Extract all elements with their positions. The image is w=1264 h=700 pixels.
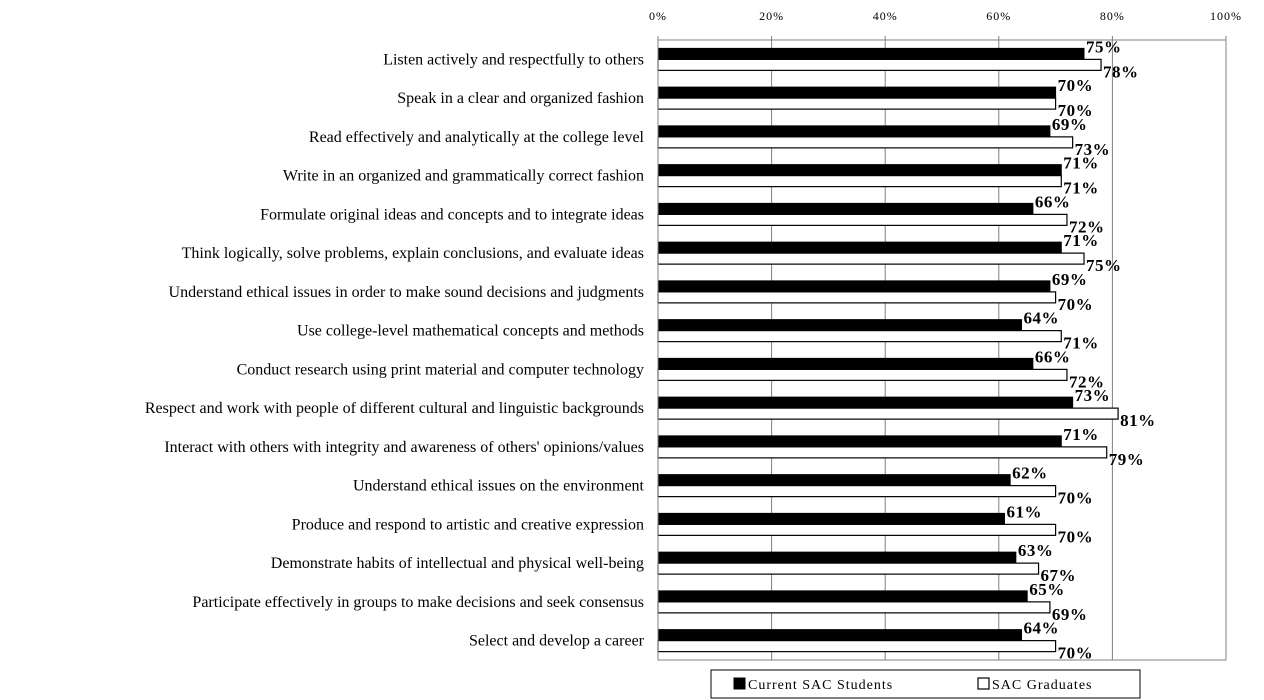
data-label-current-sac-students: 64% xyxy=(1024,619,1060,638)
bar-sac-graduates xyxy=(657,252,1085,265)
data-label-sac-graduates: 71% xyxy=(1063,334,1099,353)
data-label-sac-graduates: 70% xyxy=(1058,295,1094,314)
bar-sac-graduates xyxy=(657,446,1108,459)
bar-current-sac-students xyxy=(657,125,1051,138)
bar-sac-graduates xyxy=(657,213,1068,226)
legend-label-current-sac-students: Current SAC Students xyxy=(748,678,893,693)
data-label-sac-graduates: 73% xyxy=(1075,140,1111,159)
category-label: Use college-level mathematical concepts … xyxy=(297,323,644,340)
data-label-sac-graduates: 72% xyxy=(1069,217,1105,236)
data-label-sac-graduates: 70% xyxy=(1058,489,1094,508)
x-tick-label: 0% xyxy=(649,9,667,23)
category-label: Participate effectively in groups to mak… xyxy=(192,594,644,611)
bar-sac-graduates xyxy=(657,58,1102,71)
category-label: Listen actively and respectfully to othe… xyxy=(383,51,644,68)
data-label-current-sac-students: 69% xyxy=(1052,115,1088,134)
bar-current-sac-students xyxy=(657,164,1062,177)
data-labels: 75%78%70%70%69%73%71%71%66%72%71%75%69%7… xyxy=(1006,37,1155,662)
category-label: Conduct research using print material an… xyxy=(237,361,644,378)
x-tick-label: 80% xyxy=(1100,9,1125,23)
category-label: Formulate original ideas and concepts an… xyxy=(260,206,644,223)
bar-sac-graduates xyxy=(657,407,1119,420)
data-label-current-sac-students: 66% xyxy=(1035,347,1071,366)
data-label-current-sac-students: 75% xyxy=(1086,37,1122,56)
bar-current-sac-students xyxy=(657,435,1062,448)
data-label-sac-graduates: 81% xyxy=(1120,411,1156,430)
category-label: Respect and work with people of differen… xyxy=(145,400,644,417)
x-tick-label: 60% xyxy=(986,9,1011,23)
bar-sac-graduates xyxy=(657,368,1068,381)
bar-sac-graduates xyxy=(657,523,1057,536)
category-label: Write in an organized and grammatically … xyxy=(283,168,644,185)
legend-label-sac-graduates: SAC Graduates xyxy=(992,678,1093,693)
category-label: Understand ethical issues on the environ… xyxy=(353,478,645,495)
data-label-current-sac-students: 64% xyxy=(1024,309,1060,328)
bar-sac-graduates xyxy=(657,136,1074,149)
data-label-current-sac-students: 61% xyxy=(1006,502,1042,521)
bar-current-sac-students xyxy=(657,396,1074,409)
legend: Current SAC Students SAC Graduates xyxy=(710,669,1141,699)
data-label-current-sac-students: 63% xyxy=(1018,541,1054,560)
data-label-current-sac-students: 71% xyxy=(1063,231,1099,250)
plot-frame xyxy=(657,39,1227,661)
category-label: Interact with others with integrity and … xyxy=(164,439,644,456)
data-label-current-sac-students: 71% xyxy=(1063,425,1099,444)
data-label-current-sac-students: 69% xyxy=(1052,270,1088,289)
category-label: Think logically, solve problems, explain… xyxy=(182,245,644,262)
data-label-current-sac-students: 62% xyxy=(1012,464,1047,483)
bar-current-sac-students xyxy=(657,202,1034,215)
data-label-sac-graduates: 78% xyxy=(1103,62,1139,81)
bar-current-sac-students xyxy=(657,280,1051,293)
bar-current-sac-students xyxy=(657,629,1023,642)
bar-current-sac-students xyxy=(657,86,1057,99)
category-label: Select and develop a career xyxy=(469,633,645,650)
bar-sac-graduates xyxy=(657,601,1051,614)
category-label: Understand ethical issues in order to ma… xyxy=(169,284,644,301)
data-label-sac-graduates: 75% xyxy=(1086,256,1122,275)
bar-current-sac-students xyxy=(657,319,1023,332)
bar-current-sac-students xyxy=(657,474,1011,487)
data-label-sac-graduates: 72% xyxy=(1069,372,1105,391)
x-tick-label: 40% xyxy=(873,9,898,23)
bars xyxy=(657,47,1119,653)
data-label-sac-graduates: 79% xyxy=(1109,450,1145,469)
bar-current-sac-students xyxy=(657,590,1028,603)
category-label: Read effectively and analytically at the… xyxy=(309,129,645,146)
bar-sac-graduates xyxy=(657,330,1062,343)
bar-sac-graduates xyxy=(657,485,1057,498)
data-label-current-sac-students: 65% xyxy=(1029,580,1065,599)
bar-current-sac-students xyxy=(657,512,1005,525)
category-labels: Listen actively and respectfully to othe… xyxy=(145,51,645,649)
x-tick-label: 20% xyxy=(759,9,784,23)
data-label-current-sac-students: 66% xyxy=(1035,192,1071,211)
category-label: Produce and respond to artistic and crea… xyxy=(292,516,644,533)
bar-current-sac-students xyxy=(657,551,1017,564)
x-tick-label: 100% xyxy=(1210,9,1242,23)
data-label-sac-graduates: 69% xyxy=(1052,605,1088,624)
legend-box xyxy=(710,669,1141,699)
bar-sac-graduates xyxy=(657,562,1040,575)
bar-current-sac-students xyxy=(657,357,1034,370)
legend-swatch-current-sac-students xyxy=(733,677,746,690)
bar-current-sac-students xyxy=(657,47,1085,60)
category-label: Demonstrate habits of intellectual and p… xyxy=(271,555,644,572)
x-axis-ticks: 0% 20% 40% 60% 80% 100% xyxy=(649,9,1242,40)
bar-sac-graduates xyxy=(657,97,1057,110)
data-label-sac-graduates: 71% xyxy=(1063,179,1099,198)
bar-sac-graduates xyxy=(657,640,1057,653)
data-label-current-sac-students: 71% xyxy=(1063,154,1099,173)
data-label-sac-graduates: 70% xyxy=(1058,101,1094,120)
data-label-current-sac-students: 73% xyxy=(1075,386,1111,405)
legend-swatch-sac-graduates xyxy=(977,677,990,690)
data-label-current-sac-students: 70% xyxy=(1058,76,1094,95)
data-label-sac-graduates: 67% xyxy=(1041,566,1077,585)
data-label-sac-graduates: 70% xyxy=(1058,527,1094,546)
bar-current-sac-students xyxy=(657,241,1062,254)
category-label: Speak in a clear and organized fashion xyxy=(397,90,644,107)
bar-sac-graduates xyxy=(657,291,1057,304)
data-label-sac-graduates: 70% xyxy=(1058,644,1094,663)
bar-sac-graduates xyxy=(657,175,1062,188)
